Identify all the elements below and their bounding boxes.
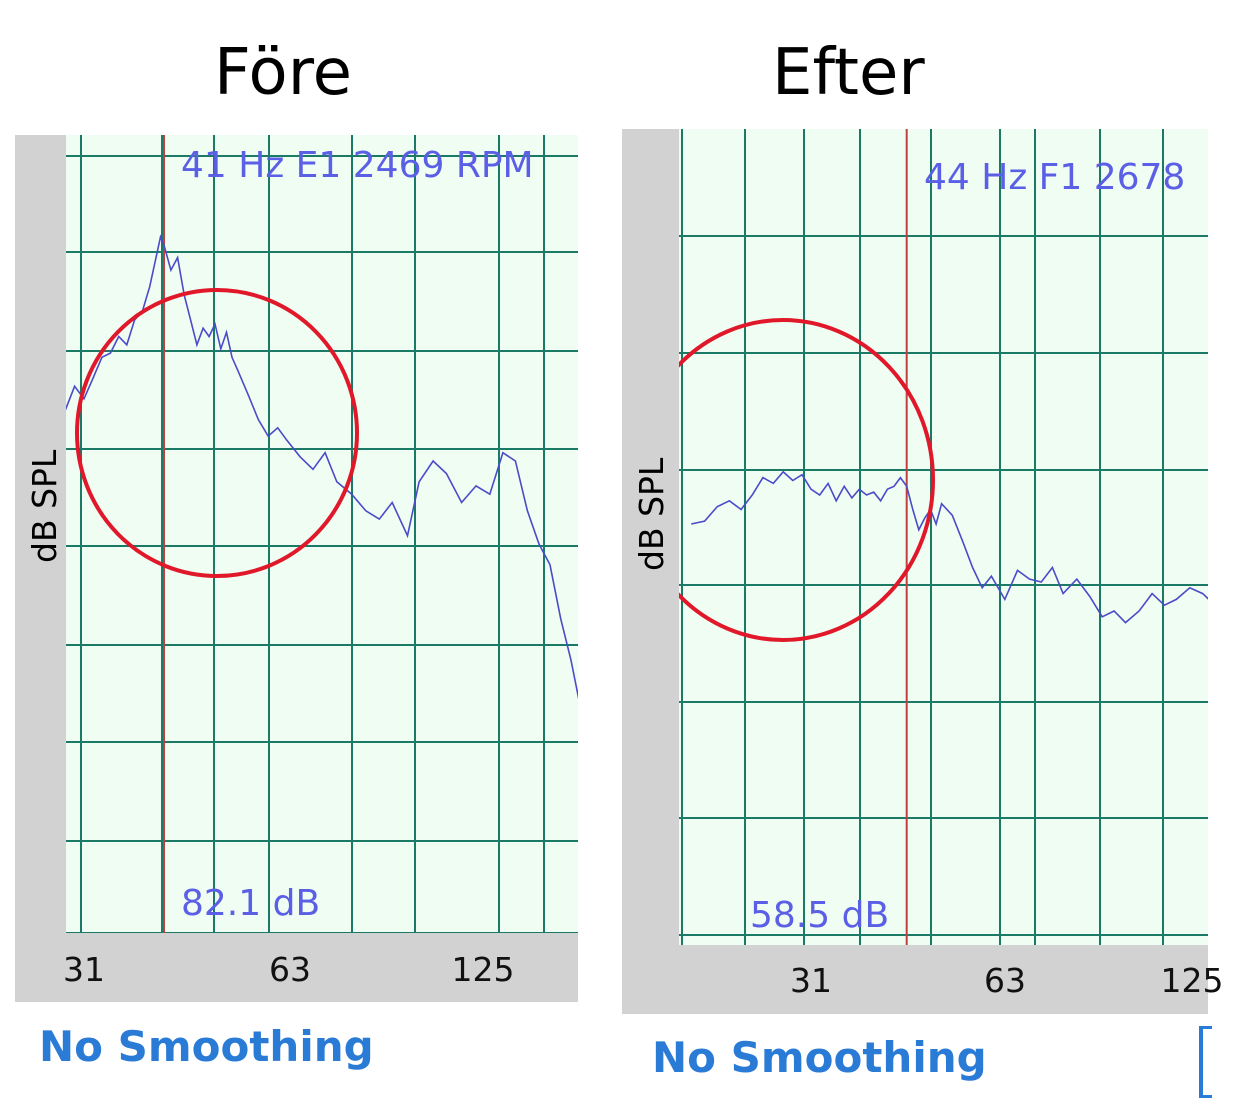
after-plot-background [679,129,1208,945]
before-frequency-readout: 41 Hz E1 2469 RPM [181,145,534,186]
after-x-tick-125: 125 [1160,961,1224,1000]
before-y-axis-label: dB SPL [25,449,64,563]
after-frequency-readout: 44 Hz F1 2678 [924,157,1186,198]
partial-bracket-icon [1199,1026,1212,1098]
after-x-tick-31: 31 [790,961,832,1000]
after-x-tick-63: 63 [984,961,1026,1000]
after-series-line-0 [691,470,1208,624]
before-smoothing-label: No Smoothing [39,1022,374,1071]
after-highlight-circle [679,318,935,642]
before-level-readout: 82.1 dB [181,883,321,924]
after-plot-area [679,129,1208,945]
before-plot-area [66,135,578,933]
before-x-tick-31: 31 [63,950,105,989]
before-x-tick-63: 63 [269,950,311,989]
before-series-line-0 [66,234,578,700]
before-plot-background [66,135,578,933]
before-title: Före [214,36,352,110]
after-y-axis-label: dB SPL [632,457,671,571]
before-chart-panel: dB SPL 31 63 125 41 Hz E1 2469 RPM 82.1 … [15,135,578,1002]
before-x-tick-125: 125 [451,950,515,989]
after-level-readout: 58.5 dB [750,895,890,936]
after-chart-panel: dB SPL 31 63 125 44 Hz F1 2678 58.5 dB [622,129,1224,1014]
after-smoothing-label: No Smoothing [652,1033,987,1082]
before-highlight-circle [75,288,359,578]
after-title: Efter [772,36,925,110]
